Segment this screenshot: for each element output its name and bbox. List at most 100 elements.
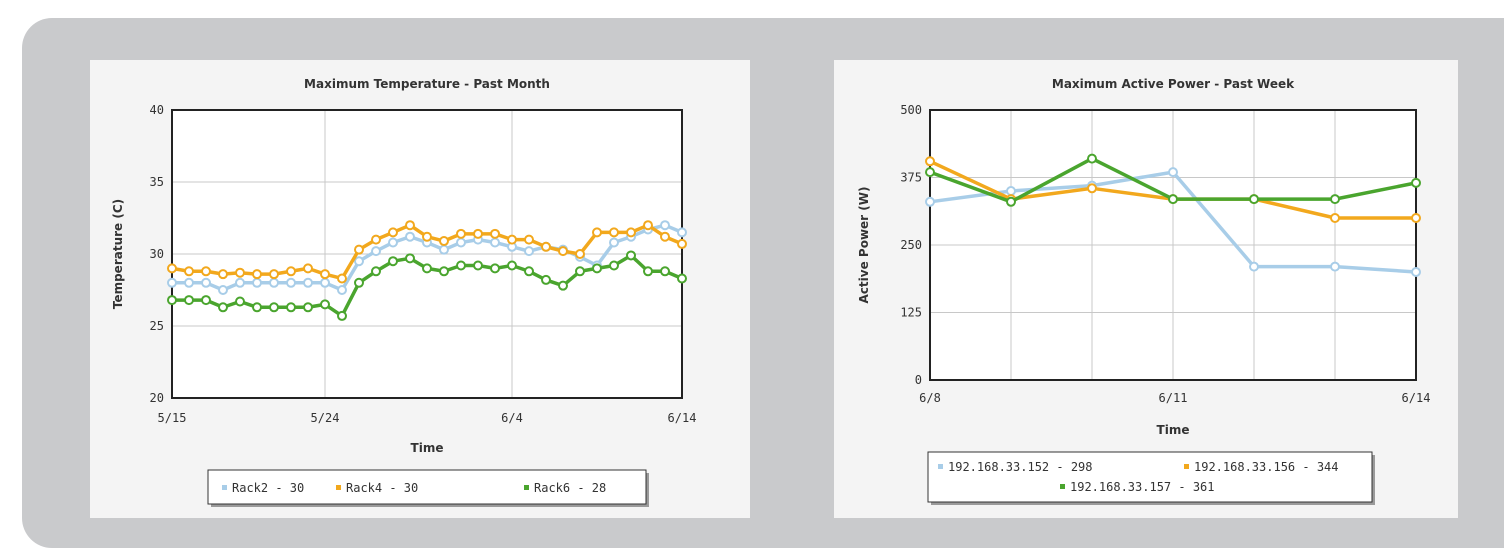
legend-box bbox=[207, 469, 647, 505]
data-point bbox=[184, 266, 194, 277]
data-point bbox=[456, 260, 466, 271]
data-point bbox=[337, 273, 347, 284]
y-tick-label: 30 bbox=[150, 247, 164, 261]
data-point bbox=[609, 237, 619, 248]
data-point bbox=[269, 302, 279, 313]
data-point bbox=[167, 277, 177, 288]
x-tick-label: 6/4 bbox=[501, 411, 523, 425]
data-point bbox=[269, 269, 279, 280]
y-tick-label: 125 bbox=[900, 306, 922, 320]
chart-title: Maximum Active Power - Past Week bbox=[1052, 77, 1295, 91]
series-2 bbox=[925, 153, 1421, 207]
data-point bbox=[184, 277, 194, 288]
data-point bbox=[184, 295, 194, 306]
data-point bbox=[575, 266, 585, 277]
data-point bbox=[218, 285, 228, 295]
y-tick-label: 40 bbox=[150, 103, 164, 117]
legend-item-label: Rack2 - 30 bbox=[232, 481, 304, 495]
data-point bbox=[677, 273, 687, 284]
series-2 bbox=[167, 250, 687, 321]
x-tick-label: 5/24 bbox=[311, 411, 340, 425]
data-point bbox=[660, 231, 670, 242]
data-point bbox=[303, 302, 313, 313]
data-point bbox=[320, 277, 330, 288]
data-point bbox=[1249, 194, 1259, 205]
x-tick-label: 5/15 bbox=[158, 411, 187, 425]
legend-marker bbox=[1184, 464, 1189, 469]
data-point bbox=[422, 263, 432, 274]
data-point bbox=[575, 249, 585, 259]
power-chart: Maximum Active Power - Past Week 0 125 250 3… bbox=[857, 77, 1431, 505]
legend: 192.168.33.152 - 298 192.168.33.156 - 344… bbox=[927, 451, 1375, 505]
legend-item-label: Rack6 - 28 bbox=[534, 481, 606, 495]
data-point bbox=[925, 196, 935, 207]
data-point bbox=[1006, 186, 1016, 196]
data-point bbox=[558, 246, 568, 257]
data-point bbox=[439, 266, 449, 277]
data-point bbox=[201, 295, 211, 306]
x-tick-label: 6/14 bbox=[668, 411, 697, 425]
data-point bbox=[609, 227, 619, 238]
data-point bbox=[201, 266, 211, 277]
data-point bbox=[541, 241, 551, 252]
legend-marker bbox=[336, 485, 341, 490]
data-point bbox=[490, 228, 500, 239]
data-point bbox=[925, 156, 935, 167]
data-point bbox=[337, 310, 347, 321]
data-point bbox=[218, 269, 228, 280]
data-point bbox=[388, 256, 398, 267]
data-point bbox=[303, 263, 313, 274]
data-point bbox=[1006, 196, 1016, 207]
plot-border bbox=[929, 109, 1417, 381]
data-point bbox=[388, 237, 398, 248]
y-tick-label: 500 bbox=[900, 103, 922, 117]
legend: Rack2 - 30 Rack4 - 30 Rack6 - 28 bbox=[207, 469, 649, 507]
data-point bbox=[167, 263, 177, 274]
data-point bbox=[252, 277, 262, 288]
data-point bbox=[1087, 183, 1097, 194]
data-point bbox=[303, 277, 313, 288]
plot-border bbox=[171, 109, 683, 399]
data-point bbox=[456, 237, 466, 248]
legend-item-label: Rack4 - 30 bbox=[346, 481, 418, 495]
data-point bbox=[354, 244, 364, 255]
y-tick-label: 35 bbox=[150, 175, 164, 189]
data-point bbox=[1168, 167, 1178, 178]
data-point bbox=[524, 246, 534, 257]
data-point bbox=[286, 266, 296, 277]
data-point bbox=[439, 244, 449, 255]
data-point bbox=[405, 253, 415, 264]
data-point bbox=[660, 220, 670, 231]
x-tick-label: 6/8 bbox=[919, 391, 941, 405]
temperature-chart: Maximum Temperature - Past Month 20 25 30 35… bbox=[111, 77, 697, 507]
data-point bbox=[643, 266, 653, 277]
y-axis-title: Temperature (C) bbox=[111, 199, 125, 309]
temperature-chart-panel: Maximum Temperature - Past Month 20 25 30 35… bbox=[90, 60, 750, 518]
data-point bbox=[660, 266, 670, 277]
data-point bbox=[1330, 194, 1340, 205]
y-tick-label: 375 bbox=[900, 171, 922, 185]
data-point bbox=[252, 302, 262, 313]
x-tick-label: 6/14 bbox=[1402, 391, 1431, 405]
data-point bbox=[320, 299, 330, 310]
data-point bbox=[167, 295, 177, 306]
y-tick-label: 250 bbox=[900, 238, 922, 252]
data-point bbox=[592, 263, 602, 274]
data-point bbox=[490, 263, 500, 274]
x-axis-title: Time bbox=[411, 441, 444, 455]
data-point bbox=[1249, 261, 1259, 272]
data-point bbox=[201, 277, 211, 288]
data-point bbox=[439, 236, 449, 247]
data-point bbox=[269, 277, 279, 288]
legend-marker bbox=[524, 485, 529, 490]
power-chart-panel: Maximum Active Power - Past Week 0 125 250 3… bbox=[834, 60, 1458, 518]
data-point bbox=[677, 227, 687, 238]
data-point bbox=[507, 234, 517, 245]
legend-marker bbox=[1060, 484, 1065, 489]
data-point bbox=[405, 231, 415, 242]
legend-marker bbox=[222, 485, 227, 490]
data-point bbox=[524, 266, 534, 277]
series-1 bbox=[167, 220, 687, 284]
data-point bbox=[1330, 213, 1340, 223]
data-point bbox=[490, 237, 500, 248]
